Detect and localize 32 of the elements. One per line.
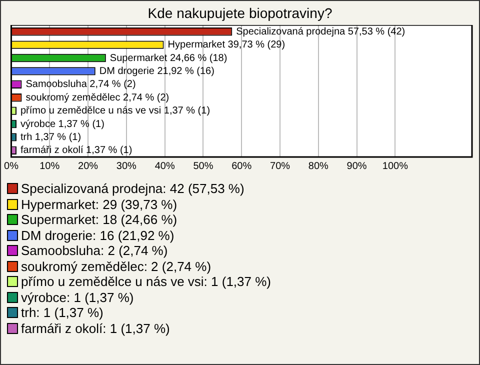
text: DM drogerie: 16 (21,92 %) [21,228,174,243]
category-label: Specializovaná prodejna 57,53 % (42) [236,26,406,38]
category-label: trh 1,37 % (1) [20,132,82,143]
text: Supermarket: 18 (24,66 %) [21,212,178,228]
x-tick-label: 0% [4,160,19,172]
category-label: Samoobsluha 2,74 % (2) [26,79,136,90]
text: trh: 1 (1,37 %) [21,305,104,320]
x-tick-label: 10% [40,160,60,172]
chart-title: Kde nakupujete biopotraviny? [146,5,334,21]
text: Specializovaná prodejna: 42 (57,53 %) [21,181,244,196]
category-label: přímo u zemědělce u nás ve vsi 1,37 % (1) [20,106,210,117]
x-tick-label: 40% [154,160,175,172]
text: Hypermarket: 29 (39,73 %) [21,196,178,212]
category-label: výrobce 1,37 % (1) [20,118,104,130]
x-tick-label: 60% [232,160,252,172]
category-label: Supermarket 24,66 % (18) [110,52,228,64]
text: výrobce: 1 (1,37 %) [21,290,134,305]
category-label: soukromý zemědělec 2,74 % (2) [26,92,170,104]
x-tick-label: 90% [346,160,367,172]
text: soukromý zemědělec: 2 (2,74 %) [21,258,212,274]
text: přímo u zemědělce u nás ve vsi: 1 (1,37 %) [21,274,272,290]
category-label: Hypermarket 39,73 % (29) [168,40,286,51]
x-tick-label: 20% [78,160,98,172]
x-tick-label: 100% [382,160,408,172]
category-label: DM drogerie 21,92 % (16) [99,66,214,77]
category-label: farmáři z okolí 1,37 % (1) [20,145,132,156]
x-tick-label: 70% [270,160,290,172]
x-tick-label: 80% [308,160,329,172]
text: Samoobsluha: 2 (2,74 %) [21,243,168,258]
x-tick-label: 50% [193,160,214,172]
text: farmáři z okolí: 1 (1,37 %) [21,320,170,336]
x-tick-label: 30% [116,160,137,172]
